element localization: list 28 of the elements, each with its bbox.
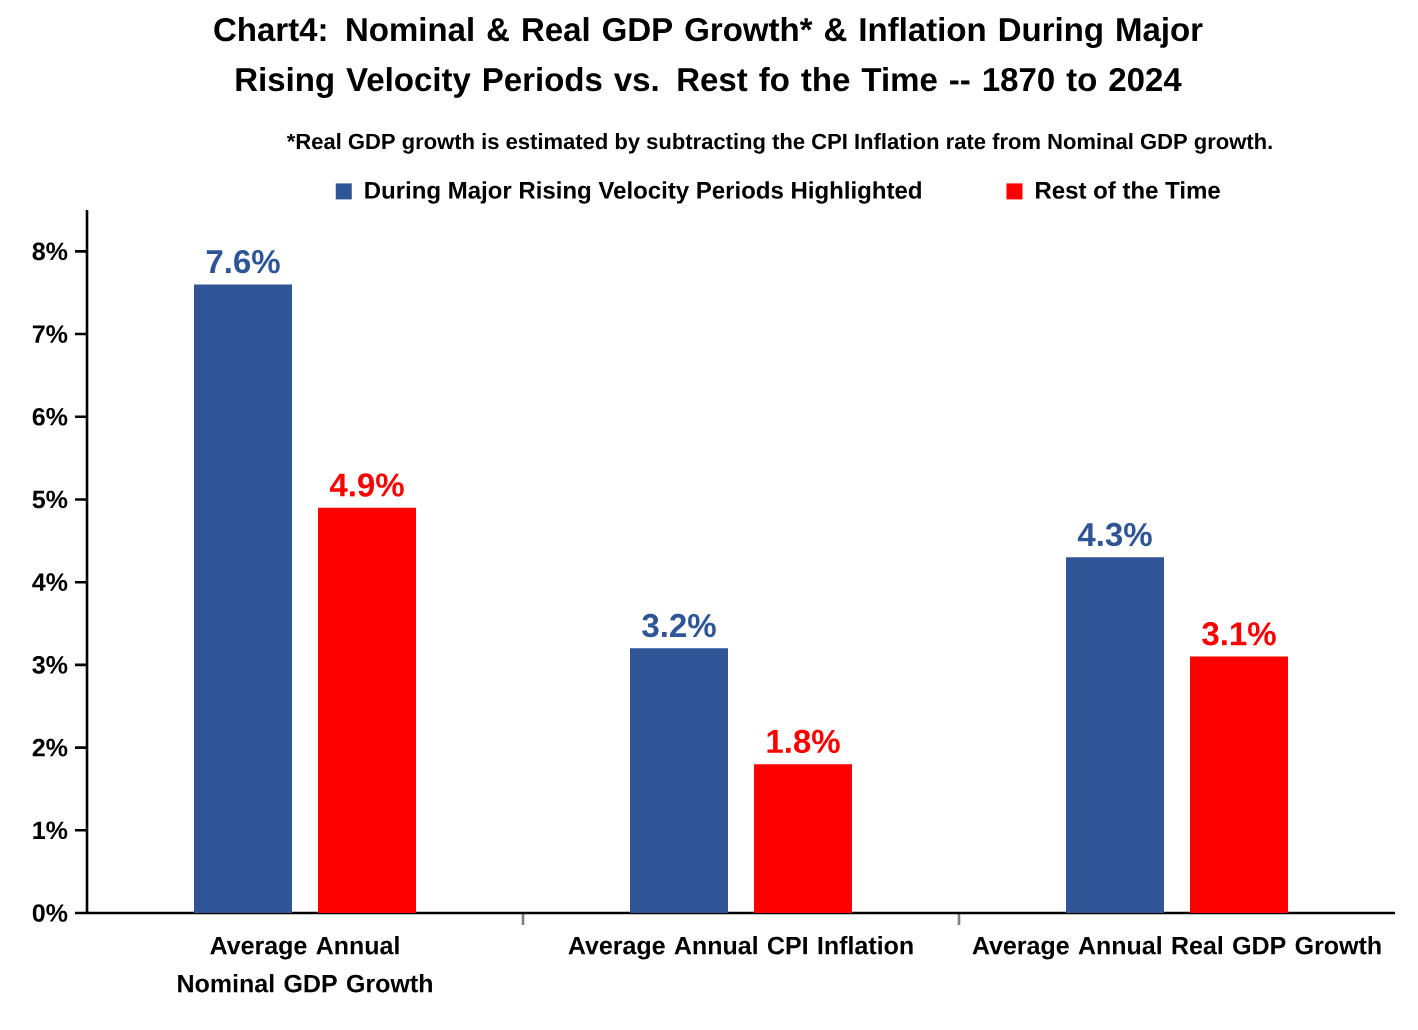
y-tick-label: 8% [32,242,68,261]
data-label: 4.9% [329,473,404,497]
y-tick-label: 1% [33,821,68,840]
x-tick-label: Average Annual Nominal GDP Growth [178,936,432,993]
y-tick-label: 0% [32,904,68,922]
y-tick-label: 4% [32,573,68,591]
bar [1066,557,1165,913]
data-label: 4.3% [1077,522,1152,547]
y-tick-label: 5% [32,490,68,509]
data-label: 3.1% [1202,622,1276,646]
data-label: 1.8% [767,729,840,754]
data-label: 3.2% [642,613,716,638]
legend-label: During Major Rising Velocity Periods Highlighted [365,181,921,204]
bar [318,507,417,913]
chart-subtitle: *Real GDP growth is estimated by subtracting the CPI Inflation rate from Nominal GDP growth. [286,133,1272,154]
data-label: 7.6% [206,249,280,274]
y-tick-label: 6% [32,407,68,426]
y-tick-label: 3% [32,656,68,674]
x-tick-label: Average Annual CPI Inflation [568,936,913,960]
chart-title: Chart4: Nominal & Real GDP Growth* & Inflation During Major Rising Velocity Periods vs. Rest fo the Time -- 1870 to 2024 [214,17,1203,98]
bar [754,764,853,913]
y-tick-label: 7% [32,325,68,343]
y-tick-label: 2% [32,738,68,757]
bar [1190,656,1289,913]
x-tick-label: Average Annual Real GDP Growth [972,936,1381,960]
bar [630,648,729,913]
legend-label: Rest of the Time [1036,181,1220,199]
bar [194,284,293,913]
